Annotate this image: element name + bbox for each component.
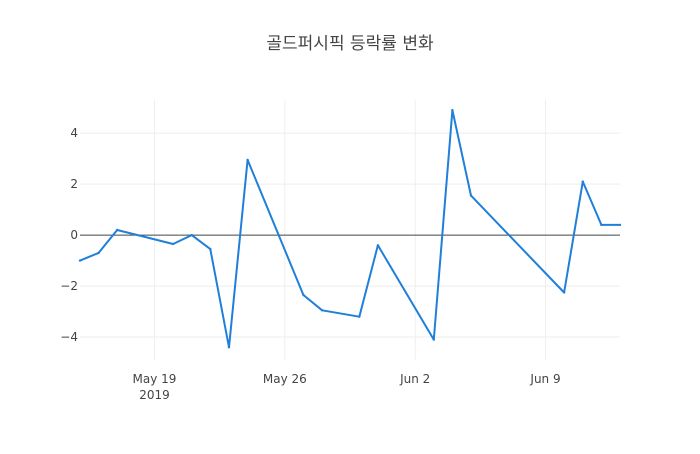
- y-tick-label: 0: [70, 228, 78, 242]
- data-point: [618, 223, 622, 227]
- data-point: [246, 158, 249, 162]
- series-layer: [78, 108, 622, 349]
- y-tick-label: 4: [70, 126, 78, 140]
- y-tick-label: −2: [60, 279, 78, 293]
- data-point: [600, 223, 603, 227]
- data-point: [97, 251, 100, 255]
- data-point: [302, 293, 305, 297]
- series-line: [79, 109, 620, 349]
- grid: [80, 100, 620, 360]
- data-point: [78, 259, 82, 262]
- data-point: [451, 108, 454, 112]
- y-tick-label: 2: [70, 177, 78, 191]
- x-axis-ticks: May 19 2019 May 26 Jun 2 Jun 9: [133, 372, 561, 402]
- data-point: [171, 242, 175, 246]
- x-tick-label: May 26: [263, 372, 307, 386]
- data-point: [562, 291, 566, 294]
- x-tick-label: Jun 2: [399, 372, 430, 386]
- data-point: [320, 309, 324, 312]
- data-point: [581, 180, 584, 183]
- x-tick-label: May 19: [133, 372, 177, 386]
- data-point: [190, 233, 193, 237]
- y-axis-ticks: 4 2 0 −2 −4: [60, 126, 78, 344]
- data-point: [116, 228, 119, 232]
- chart-title: 골드퍼시픽 등락률 변화: [266, 34, 434, 54]
- data-point: [432, 338, 435, 341]
- data-point: [209, 247, 212, 251]
- data-point: [358, 315, 361, 318]
- data-point: [469, 194, 473, 197]
- data-point: [376, 244, 380, 247]
- x-tick-sublabel: 2019: [139, 388, 170, 402]
- y-tick-label: −4: [60, 330, 78, 344]
- data-point: [227, 346, 231, 349]
- x-tick-label: Jun 9: [529, 372, 560, 386]
